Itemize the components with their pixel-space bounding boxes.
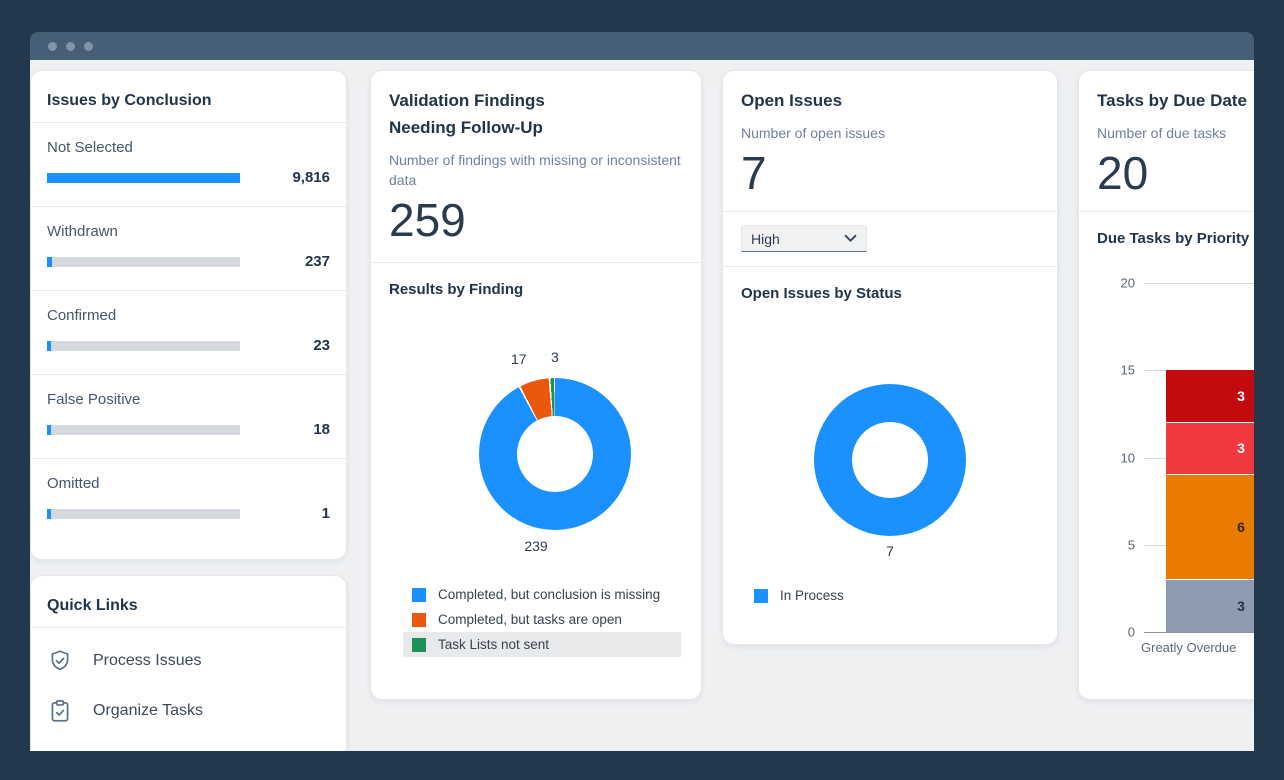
quick-link-organize-tasks[interactable]: Organize Tasks (31, 686, 346, 736)
card-subtitle: Number of findings with missing or incon… (389, 152, 681, 188)
quick-link-label: Organize Tasks (93, 702, 203, 719)
chevron-down-icon (844, 234, 857, 242)
stacked-bar: 3 6 3 3 (1166, 370, 1254, 632)
card-title: Quick Links (31, 576, 346, 628)
window-titlebar (30, 32, 1254, 60)
bar-segment-red: 3 (1166, 422, 1254, 475)
priority-filter-dropdown[interactable]: High (741, 225, 867, 252)
bar-segment-label: 3 (1237, 440, 1245, 457)
card-open-issues: Open Issues Number of open issues 7 High… (722, 70, 1058, 645)
progress-fill (47, 424, 52, 435)
card-subtitle: Number of due tasks (1097, 125, 1227, 141)
list-item-confirmed[interactable]: Confirmed 23 (31, 291, 346, 375)
progress-track (47, 172, 240, 183)
progress-track (47, 256, 240, 267)
card-title: Issues by Conclusion (31, 71, 346, 123)
shield-check-icon (51, 650, 69, 671)
clipboard-check-icon (51, 700, 69, 722)
list-item-value: 237 (304, 253, 330, 270)
chart-legend: Completed, but conclusion is missing Com… (403, 582, 681, 657)
due-tasks-stacked-bar-chart: 20 15 10 5 0 3 6 3 (1097, 276, 1254, 655)
y-axis-tick: 15 (1120, 362, 1135, 378)
donut-chart (479, 378, 631, 530)
y-axis-tick: 0 (1127, 624, 1135, 640)
chart-legend: In Process (741, 583, 1039, 608)
y-axis-tick: 10 (1120, 450, 1135, 465)
progress-fill (47, 508, 52, 519)
donut-label-green: 3 (551, 349, 559, 365)
card-title-line1: Validation Findings (389, 91, 545, 110)
legend-label: Task Lists not sent (438, 637, 550, 652)
legend-swatch (412, 637, 426, 652)
legend-label: Completed, but conclusion is missing (438, 587, 661, 602)
card-quick-links: Quick Links Process Issues Organize (30, 575, 347, 751)
list-item-withdrawn[interactable]: Withdrawn 237 (31, 207, 346, 291)
kpi-value: 259 (389, 194, 466, 246)
bar-segment-dark-red: 3 (1166, 370, 1254, 423)
kpi-value: 7 (741, 147, 767, 199)
legend-item-tasks-open[interactable]: Completed, but tasks are open (403, 607, 681, 632)
donut-label-blue: 239 (524, 538, 548, 554)
bar-segment-label: 3 (1237, 387, 1245, 404)
progress-track (47, 508, 240, 519)
card-title-line2: Needing Follow-Up (389, 118, 543, 137)
list-item-omitted[interactable]: Omitted 1 (31, 459, 346, 543)
list-item-label: Not Selected (47, 139, 133, 156)
legend-item-in-process[interactable]: In Process (745, 583, 1039, 608)
card-title: Tasks by Due Date (1097, 91, 1247, 110)
legend-swatch (754, 588, 768, 603)
legend-label: Completed, but tasks are open (438, 612, 622, 627)
results-by-finding-chart: 17 3 239 (389, 298, 683, 580)
donut-label-orange: 17 (511, 351, 527, 367)
section-title: Open Issues by Status (741, 285, 902, 302)
window-dot-icon (84, 41, 93, 51)
progress-track (47, 424, 240, 435)
card-tasks-by-due-date: Tasks by Due Date Number of due tasks 20… (1078, 70, 1254, 700)
progress-fill (47, 256, 52, 267)
list-item-label: Omitted (47, 475, 100, 492)
legend-label: In Process (780, 588, 844, 603)
open-issues-donut-chart (814, 384, 966, 536)
section-title: Due Tasks by Priority (1097, 230, 1250, 247)
list-item-not-selected[interactable]: Not Selected 9,816 (31, 123, 346, 207)
window-dot-icon (66, 41, 75, 51)
bar-segment-gray: 3 (1166, 579, 1254, 632)
list-item-label: Confirmed (47, 307, 117, 324)
x-axis-category-label: Greatly Overdue (1141, 640, 1237, 655)
list-item-label: False Positive (47, 391, 141, 408)
progress-fill (47, 172, 240, 183)
card-subtitle: Number of open issues (741, 125, 885, 141)
bar-segment-orange: 6 (1166, 474, 1254, 580)
legend-item-conclusion-missing[interactable]: Completed, but conclusion is missing (403, 582, 681, 607)
dashboard-content: Issues by Conclusion Not Selected 9,816 … (30, 60, 1254, 751)
list-item-value: 18 (313, 421, 330, 438)
donut-label: 7 (886, 543, 894, 559)
list-item-value: 23 (313, 337, 330, 354)
quick-link-process-issues[interactable]: Process Issues (31, 636, 346, 686)
progress-fill (47, 340, 52, 351)
card-title: Open Issues (741, 91, 843, 110)
browser-window: Issues by Conclusion Not Selected 9,816 … (30, 32, 1254, 751)
dropdown-selected-value: High (751, 230, 780, 247)
bar-segment-label: 6 (1237, 518, 1245, 535)
section-title: Results by Finding (389, 281, 524, 298)
progress-track (47, 340, 240, 351)
card-issues-by-conclusion: Issues by Conclusion Not Selected 9,816 … (30, 70, 347, 560)
kpi-value: 20 (1097, 147, 1149, 199)
legend-swatch (412, 612, 426, 627)
list-item-value: 9,816 (292, 169, 330, 186)
y-axis-tick: 5 (1127, 537, 1135, 553)
window-dot-icon (48, 41, 57, 51)
list-item-label: Withdrawn (47, 223, 118, 240)
list-item-value: 1 (321, 505, 330, 522)
legend-swatch (412, 587, 426, 602)
y-axis-tick: 20 (1120, 275, 1135, 291)
list-item-false-positive[interactable]: False Positive 18 (31, 375, 346, 459)
legend-item-task-lists-not-sent[interactable]: Task Lists not sent (403, 632, 681, 657)
bar-segment-label: 3 (1237, 597, 1245, 614)
card-validation-findings: Validation Findings Needing Follow-Up Nu… (370, 70, 702, 700)
quick-link-label: Process Issues (93, 652, 202, 669)
